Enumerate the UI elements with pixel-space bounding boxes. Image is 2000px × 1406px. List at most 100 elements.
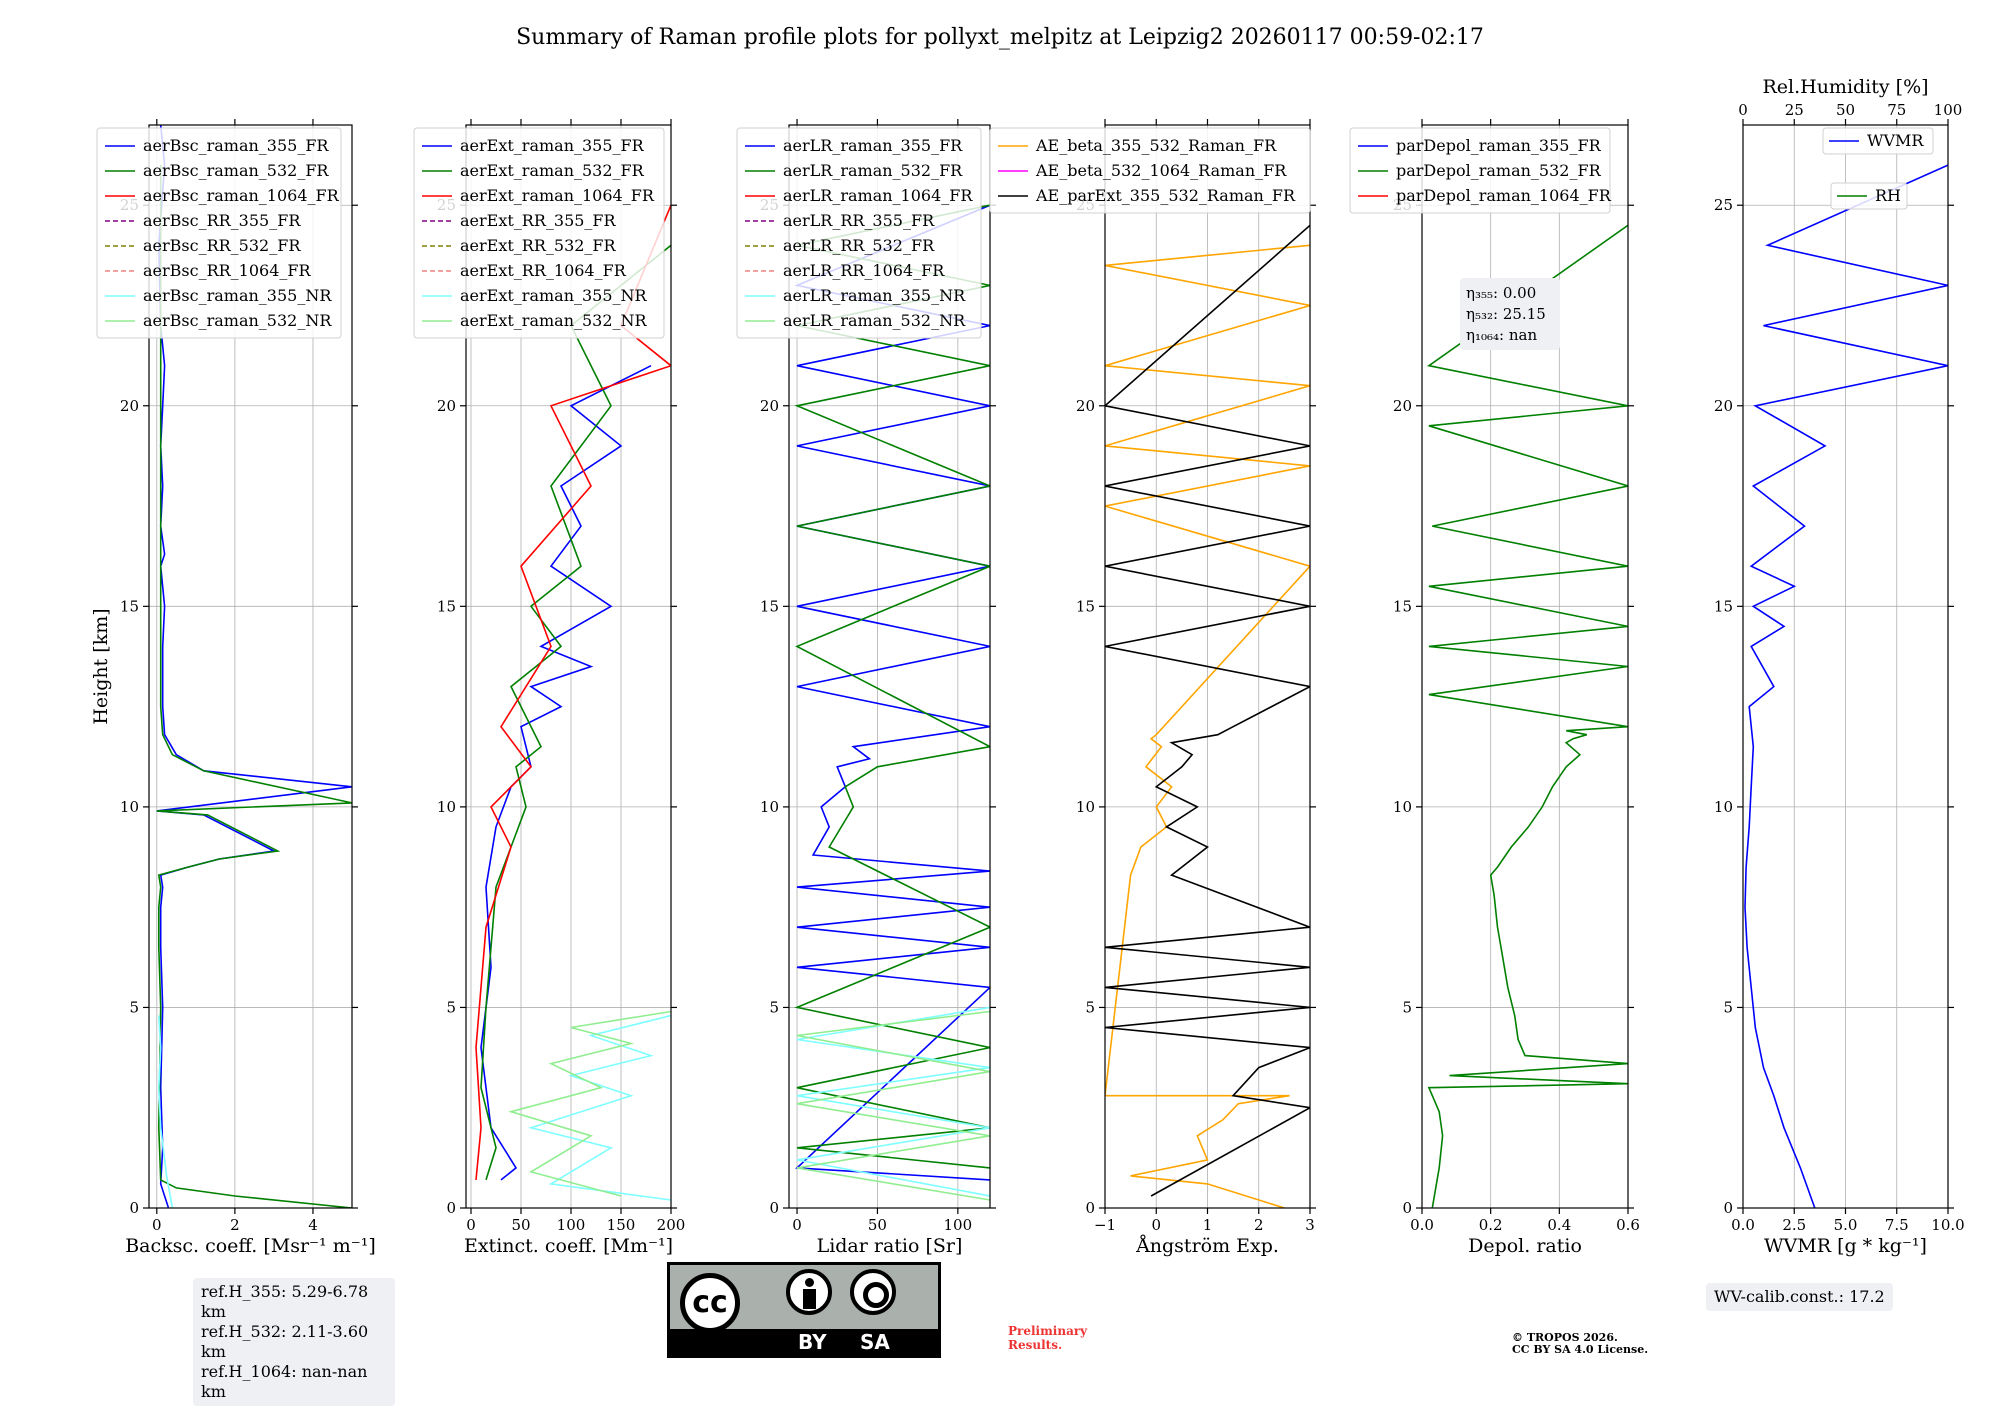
y-tick-label: 20 <box>120 397 139 415</box>
legend-label: aerLR_RR_1064_FR <box>783 261 945 280</box>
legend-box <box>1822 127 1934 155</box>
preliminary-note: Preliminary Results. <box>1008 1324 1088 1352</box>
x-tick-label: 2 <box>1254 1216 1264 1234</box>
x-tick-label: 5.0 <box>1834 1216 1858 1234</box>
series-aerLR_raman_532_NR <box>796 1010 990 1201</box>
legend-label: aerBsc_raman_532_NR <box>143 311 332 330</box>
x-axis-label: Backsc. coeff. [Msr⁻¹ m⁻¹] <box>125 1235 376 1257</box>
top-axis-label: Rel.Humidity [%] <box>1762 76 1928 98</box>
x-axis-label: Lidar ratio [Sr] <box>817 1235 963 1257</box>
top-tick-label: 75 <box>1887 101 1906 119</box>
series-aerExt_raman_355_FR <box>480 364 652 1181</box>
legend-label: aerExt_raman_355_FR <box>460 136 645 155</box>
y-tick-label: 15 <box>760 597 779 615</box>
x-tick-label: 0.0 <box>1731 1216 1755 1234</box>
legend-box <box>989 127 1311 214</box>
cc-logo-text: cc <box>692 1285 728 1320</box>
x-tick-label: 4 <box>308 1216 318 1234</box>
legend-label: aerExt_RR_1064_FR <box>460 261 627 280</box>
cc-license-badge: cc BY SA <box>667 1262 941 1358</box>
legend-box <box>96 127 342 339</box>
legend-label: aerExt_RR_532_FR <box>460 236 617 255</box>
panel-lidar_ratio: 0501000510152025Lidar ratio [Sr]aerLR_ra… <box>736 119 996 1257</box>
legend-label: AE_beta_355_532_Raman_FR <box>1035 136 1277 155</box>
legend-label: aerLR_raman_355_NR <box>783 286 966 305</box>
y-tick-label: 0 <box>1402 1199 1412 1217</box>
legend-box <box>1830 182 1908 210</box>
legend-label: aerExt_raman_355_NR <box>460 286 648 305</box>
panel-extinction: 0501001502000510152025Extinct. coeff. [M… <box>413 119 685 1257</box>
legend-label: aerBsc_RR_532_FR <box>143 236 301 255</box>
x-tick-label: 7.5 <box>1885 1216 1909 1234</box>
figure-title: Summary of Raman profile plots for polly… <box>516 25 1484 50</box>
legend-label: aerBsc_raman_1064_FR <box>143 186 340 205</box>
legend-box <box>736 127 982 339</box>
x-tick-label: 150 <box>607 1216 636 1234</box>
x-tick-label: 3 <box>1305 1216 1315 1234</box>
series-group <box>794 204 990 1201</box>
eta-label: η₅₃₂: 25.15 <box>1466 305 1546 323</box>
y-tick-label: 20 <box>437 397 456 415</box>
y-tick-label: 25 <box>1714 196 1733 214</box>
legend-label: aerExt_raman_532_NR <box>460 311 648 330</box>
plot-frame <box>1421 124 1629 1209</box>
x-tick-label: 2.5 <box>1782 1216 1806 1234</box>
license-sa-label: SA <box>860 1330 890 1354</box>
legend-label: RH <box>1875 186 1901 205</box>
series-AE_parExt_355_532_Raman_FR <box>1105 224 1310 1197</box>
x-tick-label: 1 <box>1203 1216 1213 1234</box>
x-tick-label: 10.0 <box>1931 1216 1964 1234</box>
panel-depol: 0.00.20.40.60510152025Depol. ratioparDep… <box>1349 119 1640 1257</box>
x-tick-label: 50 <box>868 1216 887 1234</box>
legend-label: aerExt_raman_532_FR <box>460 161 645 180</box>
sa-share-alike-icon <box>850 1269 896 1315</box>
series-group <box>1426 224 1628 1208</box>
license-by-label: BY <box>798 1330 827 1354</box>
series-group <box>475 204 671 1201</box>
y-tick-label: 10 <box>120 798 139 816</box>
y-tick-label: 5 <box>1402 998 1412 1016</box>
reference-height-box: ref.H_355: 5.29-6.78 km ref.H_532: 2.11-… <box>193 1278 395 1406</box>
legend-label: WVMR <box>1867 131 1924 150</box>
legend-label: aerBsc_RR_355_FR <box>143 211 301 230</box>
y-tick-label: 5 <box>446 998 456 1016</box>
series-aerBsc_raman_532_FR <box>156 165 352 1208</box>
summary-figure: Summary of Raman profile plots for polly… <box>90 25 1965 1257</box>
series-aerLR_raman_355_FR <box>794 204 990 1181</box>
y-tick-label: 15 <box>437 597 456 615</box>
top-tick-label: 25 <box>1785 101 1804 119</box>
refh-355: ref.H_355: 5.29-6.78 km <box>201 1282 369 1321</box>
plot-frame <box>465 124 672 1209</box>
eta-label: η₁₀₆₄: nan <box>1466 326 1537 344</box>
y-tick-label: 5 <box>1085 998 1095 1016</box>
series-aerBsc_raman_355_NR <box>157 1015 174 1208</box>
series-aerExt_raman_355_NR <box>528 1014 671 1201</box>
wv-calib-text: WV-calib.const.: 17.2 <box>1714 1287 1885 1306</box>
y-tick-label: 15 <box>1714 597 1733 615</box>
top-tick-label: 50 <box>1836 101 1855 119</box>
series-WVMR <box>1744 164 1948 1208</box>
series-aerLR_raman_532_FR <box>794 204 990 1169</box>
panel-backscatter: 0240510152025Backsc. coeff. [Msr⁻¹ m⁻¹]H… <box>90 119 376 1257</box>
legend-label: parDepol_raman_355_FR <box>1396 136 1602 155</box>
legend-label: AE_parExt_355_532_Raman_FR <box>1035 186 1296 205</box>
x-axis-label: Depol. ratio <box>1468 1235 1582 1257</box>
refh-532: ref.H_532: 2.11-3.60 km <box>201 1322 369 1361</box>
x-tick-label: 0.4 <box>1547 1216 1571 1234</box>
y-tick-label: 5 <box>769 998 779 1016</box>
series-aerExt_raman_532_NR <box>508 1010 671 1197</box>
y-tick-label: 20 <box>1076 397 1095 415</box>
y-tick-label: 10 <box>1076 798 1095 816</box>
cc-logo-icon: cc <box>680 1273 740 1333</box>
y-tick-label: 20 <box>1714 397 1733 415</box>
x-tick-label: 50 <box>511 1216 530 1234</box>
y-tick-label: 15 <box>1076 597 1095 615</box>
series-aerExt_raman_1064_FR <box>475 204 671 1180</box>
copyright-note: © TROPOS 2026. CC BY SA 4.0 License. <box>1512 1331 1649 1356</box>
legend-label: aerLR_RR_355_FR <box>783 211 935 230</box>
x-tick-label: 0 <box>152 1216 162 1234</box>
series-aerExt_raman_532_FR <box>480 244 671 1181</box>
legend-label: parDepol_raman_532_FR <box>1396 161 1602 180</box>
y-tick-label: 10 <box>760 798 779 816</box>
x-tick-label: 0.6 <box>1616 1216 1640 1234</box>
